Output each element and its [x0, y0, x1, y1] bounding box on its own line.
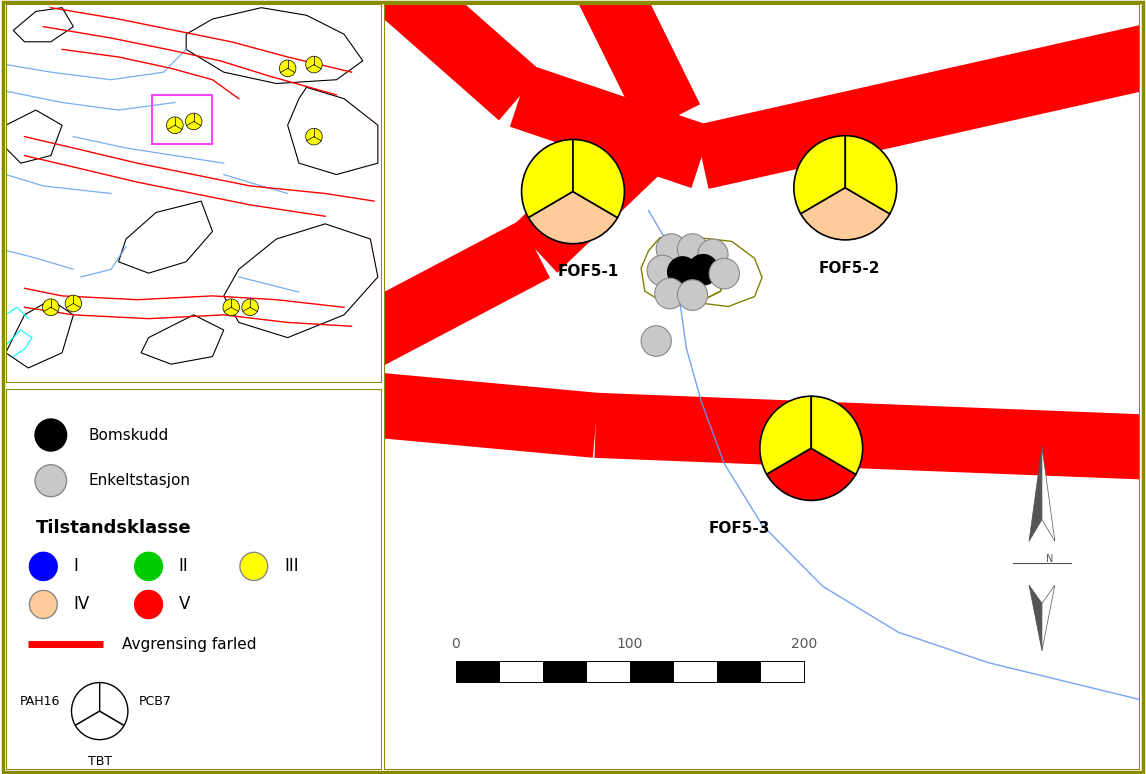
Bar [456, 660, 500, 682]
Polygon shape [6, 110, 62, 163]
Polygon shape [223, 224, 378, 337]
Text: 0: 0 [452, 637, 461, 652]
Bar [716, 660, 760, 682]
Circle shape [306, 128, 322, 145]
Polygon shape [141, 315, 223, 364]
Polygon shape [343, 370, 598, 457]
Wedge shape [760, 396, 811, 474]
Bar [500, 660, 543, 682]
Polygon shape [14, 8, 73, 42]
Circle shape [65, 295, 81, 312]
Polygon shape [325, 0, 541, 121]
Circle shape [306, 57, 322, 73]
Wedge shape [573, 139, 625, 217]
Polygon shape [1042, 585, 1054, 651]
Wedge shape [528, 192, 618, 244]
Text: II: II [179, 557, 188, 575]
Text: III: III [284, 557, 298, 575]
Polygon shape [331, 220, 550, 378]
Circle shape [186, 113, 202, 130]
Wedge shape [521, 139, 573, 217]
Polygon shape [6, 300, 73, 368]
Circle shape [654, 278, 685, 309]
Bar [630, 660, 673, 682]
Bar [46, 303, 55, 312]
Polygon shape [288, 87, 378, 175]
Circle shape [688, 255, 719, 285]
Wedge shape [794, 135, 846, 214]
Polygon shape [567, 0, 700, 133]
Bar [543, 660, 587, 682]
Circle shape [135, 553, 163, 580]
Bar [69, 299, 78, 308]
Text: TBT: TBT [87, 755, 112, 768]
Bar [189, 117, 198, 126]
Text: PCB7: PCB7 [139, 694, 172, 707]
Text: 200: 200 [791, 637, 817, 652]
Circle shape [280, 60, 296, 77]
Circle shape [240, 553, 268, 580]
Bar [171, 121, 180, 130]
Circle shape [223, 299, 240, 316]
Text: IV: IV [73, 595, 89, 614]
Bar [283, 63, 292, 73]
Text: V: V [179, 595, 190, 614]
Polygon shape [694, 18, 1146, 189]
Polygon shape [186, 8, 363, 84]
Bar [587, 660, 630, 682]
Circle shape [30, 553, 57, 580]
Wedge shape [76, 711, 124, 740]
Wedge shape [846, 135, 896, 214]
Circle shape [709, 259, 739, 289]
Circle shape [42, 299, 60, 316]
Text: I: I [73, 557, 78, 575]
Polygon shape [1042, 447, 1054, 541]
Wedge shape [71, 683, 100, 725]
Bar [309, 60, 319, 69]
Text: Avgrensing farled: Avgrensing farled [123, 637, 257, 652]
Polygon shape [513, 95, 693, 272]
Text: N: N [1045, 554, 1053, 564]
Text: Tilstandsklasse: Tilstandsklasse [36, 519, 191, 537]
Circle shape [657, 234, 686, 265]
Bar [152, 95, 212, 144]
Circle shape [135, 591, 163, 618]
Circle shape [36, 464, 66, 497]
Circle shape [668, 257, 698, 287]
Polygon shape [595, 392, 1146, 481]
Wedge shape [767, 448, 856, 501]
Circle shape [677, 279, 707, 310]
Text: FOF5-2: FOF5-2 [818, 261, 880, 276]
Circle shape [647, 255, 677, 286]
Text: 100: 100 [617, 637, 643, 652]
Wedge shape [801, 188, 889, 240]
Circle shape [698, 239, 728, 270]
Polygon shape [118, 201, 212, 273]
Text: PAH16: PAH16 [19, 694, 61, 707]
Circle shape [36, 419, 66, 451]
Text: Bomskudd: Bomskudd [88, 427, 168, 443]
Circle shape [166, 117, 183, 134]
Circle shape [641, 326, 672, 356]
Circle shape [242, 299, 258, 316]
Polygon shape [510, 65, 712, 188]
Polygon shape [1029, 447, 1042, 541]
Text: Enkeltstasjon: Enkeltstasjon [88, 473, 190, 488]
Wedge shape [100, 683, 128, 725]
Text: FOF5-3: FOF5-3 [708, 521, 770, 536]
Bar [760, 660, 803, 682]
Bar [309, 132, 319, 141]
Bar [673, 660, 716, 682]
Bar [227, 303, 236, 312]
Bar [245, 303, 254, 312]
Wedge shape [811, 396, 863, 474]
Circle shape [30, 591, 57, 618]
Text: FOF5-1: FOF5-1 [557, 265, 619, 279]
Circle shape [677, 234, 707, 265]
Polygon shape [1029, 585, 1042, 651]
